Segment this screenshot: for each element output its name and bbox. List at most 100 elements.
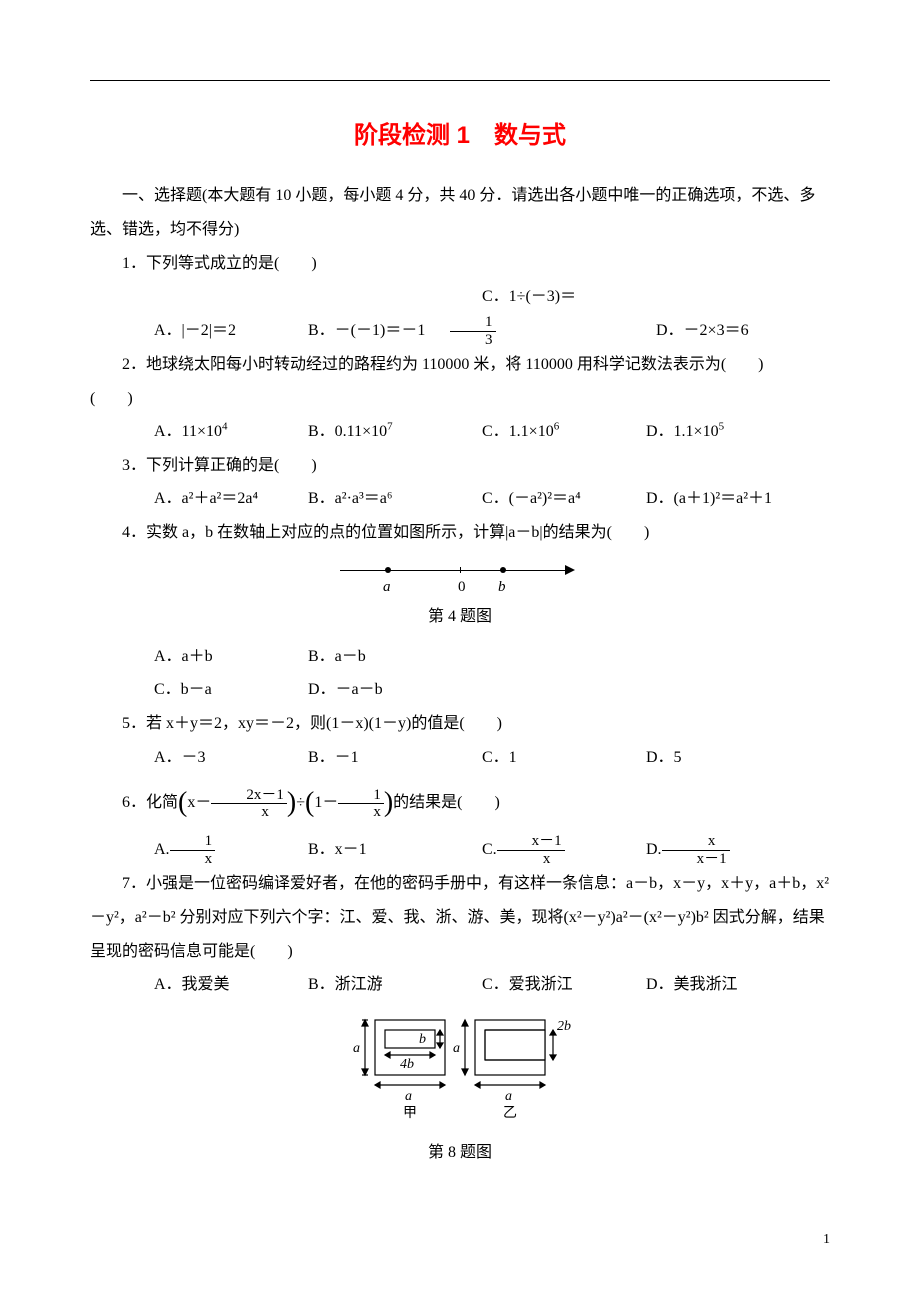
q3-stem: 3．下列计算正确的是( ) xyxy=(90,449,830,483)
q1-opt-c: C．1÷(－3)＝ 13 xyxy=(450,280,620,348)
q5-stem: 5．若 x＋y＝2，xy＝－2，则(1－x)(1－y)的值是( ) xyxy=(90,707,830,741)
q6-f2: 1x xyxy=(338,787,384,821)
q2-opt-d: D．1.1×105 xyxy=(614,415,724,449)
q6cd: x xyxy=(497,851,565,868)
q4-opt-d: D．－a－b xyxy=(276,673,383,707)
q6-options: A.1x B．x－1 C.x－1x D.xx－1 xyxy=(90,833,830,867)
top-rule xyxy=(90,80,830,81)
page-title: 阶段检测 1 数与式 xyxy=(90,111,830,161)
f1n: 2x－1 xyxy=(211,787,287,805)
lbl-jia: 甲 xyxy=(403,1106,417,1120)
q4-options-row2: C．b－a D．－a－b xyxy=(90,673,830,707)
q3-opt-c: C．(－a²)²＝a⁴ xyxy=(450,482,610,516)
q6-opt-a: A.1x xyxy=(122,833,272,867)
q3-options: A．a²＋a²＝2a⁴ B．a²·a³＝a⁶ C．(－a²)²＝a⁴ D．(a＋… xyxy=(90,482,830,516)
q2-opt-b: B．0.11×107 xyxy=(276,415,446,449)
q5-opt-a: A．－3 xyxy=(122,741,272,775)
q5-opt-c: C．1 xyxy=(450,741,610,775)
f2d: x xyxy=(338,804,384,821)
rparen1: ) xyxy=(287,787,296,818)
frac-den: 3 xyxy=(450,332,496,349)
lbl-b1: b xyxy=(419,1032,426,1047)
q5-opt-b: B．－1 xyxy=(276,741,446,775)
q4-opt-a: A．a＋b xyxy=(122,640,272,674)
q4-figure: a 0 b xyxy=(90,558,830,597)
q4-stem: 4．实数 a，b 在数轴上对应的点的位置如图所示，计算|a－b|的结果为( ) xyxy=(90,516,830,550)
frac-num: 1 xyxy=(450,314,496,332)
q4-options-row1: A．a＋b B．a－b xyxy=(90,640,830,674)
lbl-a2: a xyxy=(405,1089,412,1104)
q7-options: A．我爱美 B．浙江游 C．爱我浙江 D．美我浙江 xyxy=(90,968,830,1002)
q6-mid2: 1－ xyxy=(314,794,338,811)
q6dd: x－1 xyxy=(662,851,730,868)
q4-opt-c: C．b－a xyxy=(122,673,272,707)
q1-opt-a: A．|－2|＝2 xyxy=(122,314,272,348)
label-0: 0 xyxy=(458,572,466,604)
lbl-a3: a xyxy=(453,1041,460,1056)
q6an: 1 xyxy=(170,833,216,851)
q2-stem-paren: ( ) xyxy=(90,382,830,416)
q2-d-sup: 5 xyxy=(719,421,725,433)
q6-mid1: x－ xyxy=(187,794,211,811)
axis-arrow-icon xyxy=(565,565,575,575)
q3-opt-a: A．a²＋a²＝2a⁴ xyxy=(122,482,272,516)
lbl-2b: 2b xyxy=(557,1019,571,1034)
lparen1: ( xyxy=(178,787,187,818)
q8-diagram: a b 4b a 甲 xyxy=(345,1010,575,1120)
q6-div: ÷ xyxy=(296,794,305,811)
q6d-pre: D. xyxy=(646,841,662,858)
q2-d-txt: D．1.1×10 xyxy=(646,423,719,440)
label-a: a xyxy=(383,572,391,604)
q1-opt-b: B．－(－1)＝－1 xyxy=(276,314,446,348)
q2-a-txt: A．11×10 xyxy=(154,423,222,440)
section-intro: 一、选择题(本大题有 10 小题，每小题 4 分，共 40 分．请选出各小题中唯… xyxy=(90,179,830,246)
q1-c-frac: 13 xyxy=(450,314,496,348)
q6a-frac: 1x xyxy=(170,833,216,867)
q1-c-pre: C．1÷(－3)＝ xyxy=(482,288,576,305)
q6-stem: 6．化简(x－2x－1x)÷(1－1x)的结果是( ) xyxy=(90,774,830,833)
q6-pre: 6．化简 xyxy=(122,794,178,811)
lbl-a4: a xyxy=(505,1089,512,1104)
q1-stem: 1．下列等式成立的是( ) xyxy=(90,247,830,281)
q6a-pre: A. xyxy=(154,841,170,858)
lparen2: ( xyxy=(305,787,314,818)
q2-b-txt: B．0.11×10 xyxy=(308,423,387,440)
lbl-a1: a xyxy=(353,1041,360,1056)
f1d: x xyxy=(211,804,287,821)
q5-options: A．－3 B．－1 C．1 D．5 xyxy=(90,741,830,775)
q2-a-sup: 4 xyxy=(222,421,228,433)
q6c-pre: C. xyxy=(482,841,497,858)
q6-opt-c: C.x－1x xyxy=(450,833,610,867)
q2-opt-a: A．11×104 xyxy=(122,415,272,449)
label-b: b xyxy=(498,572,506,604)
q6dn: x xyxy=(662,833,730,851)
page-number: 1 xyxy=(823,1225,830,1254)
rparen2: ) xyxy=(384,787,393,818)
q8-svg-wrap: a b 4b a 甲 xyxy=(345,1010,575,1120)
q1-options: A．|－2|＝2 B．－(－1)＝－1 C．1÷(－3)＝ 13 D．－2×3＝6 xyxy=(90,280,830,348)
q6c-frac: x－1x xyxy=(497,833,565,867)
q2-b-sup: 7 xyxy=(387,421,393,433)
q6-opt-b: B．x－1 xyxy=(276,833,446,867)
q4-opt-b: B．a－b xyxy=(276,640,366,674)
q8-figure: a b 4b a 甲 xyxy=(90,1010,830,1133)
q6d-frac: xx－1 xyxy=(662,833,730,867)
q6ad: x xyxy=(170,851,216,868)
q2-stem: 2．地球绕太阳每小时转动经过的路程约为 110000 米，将 110000 用科… xyxy=(90,348,830,382)
f2n: 1 xyxy=(338,787,384,805)
q6-opt-d: D.xx－1 xyxy=(614,833,730,867)
q4-caption: 第 4 题图 xyxy=(90,600,830,634)
q7-stem: 7．小强是一位密码编译爱好者，在他的密码手册中，有这样一条信息：a－b，x－y，… xyxy=(90,867,830,968)
axis-line xyxy=(340,570,570,571)
q7-opt-d: D．美我浙江 xyxy=(614,968,738,1002)
q1-opt-d: D．－2×3＝6 xyxy=(624,314,749,348)
q3-opt-b: B．a²·a³＝a⁶ xyxy=(276,482,446,516)
q8-caption: 第 8 题图 xyxy=(90,1136,830,1170)
q6cn: x－1 xyxy=(497,833,565,851)
number-line: a 0 b xyxy=(340,558,580,584)
q2-opt-c: C．1.1×106 xyxy=(450,415,610,449)
q6-post: 的结果是( ) xyxy=(393,794,500,811)
q3-opt-d: D．(a＋1)²＝a²＋1 xyxy=(614,482,772,516)
q2-c-sup: 6 xyxy=(554,421,560,433)
lbl-4b: 4b xyxy=(400,1057,414,1072)
